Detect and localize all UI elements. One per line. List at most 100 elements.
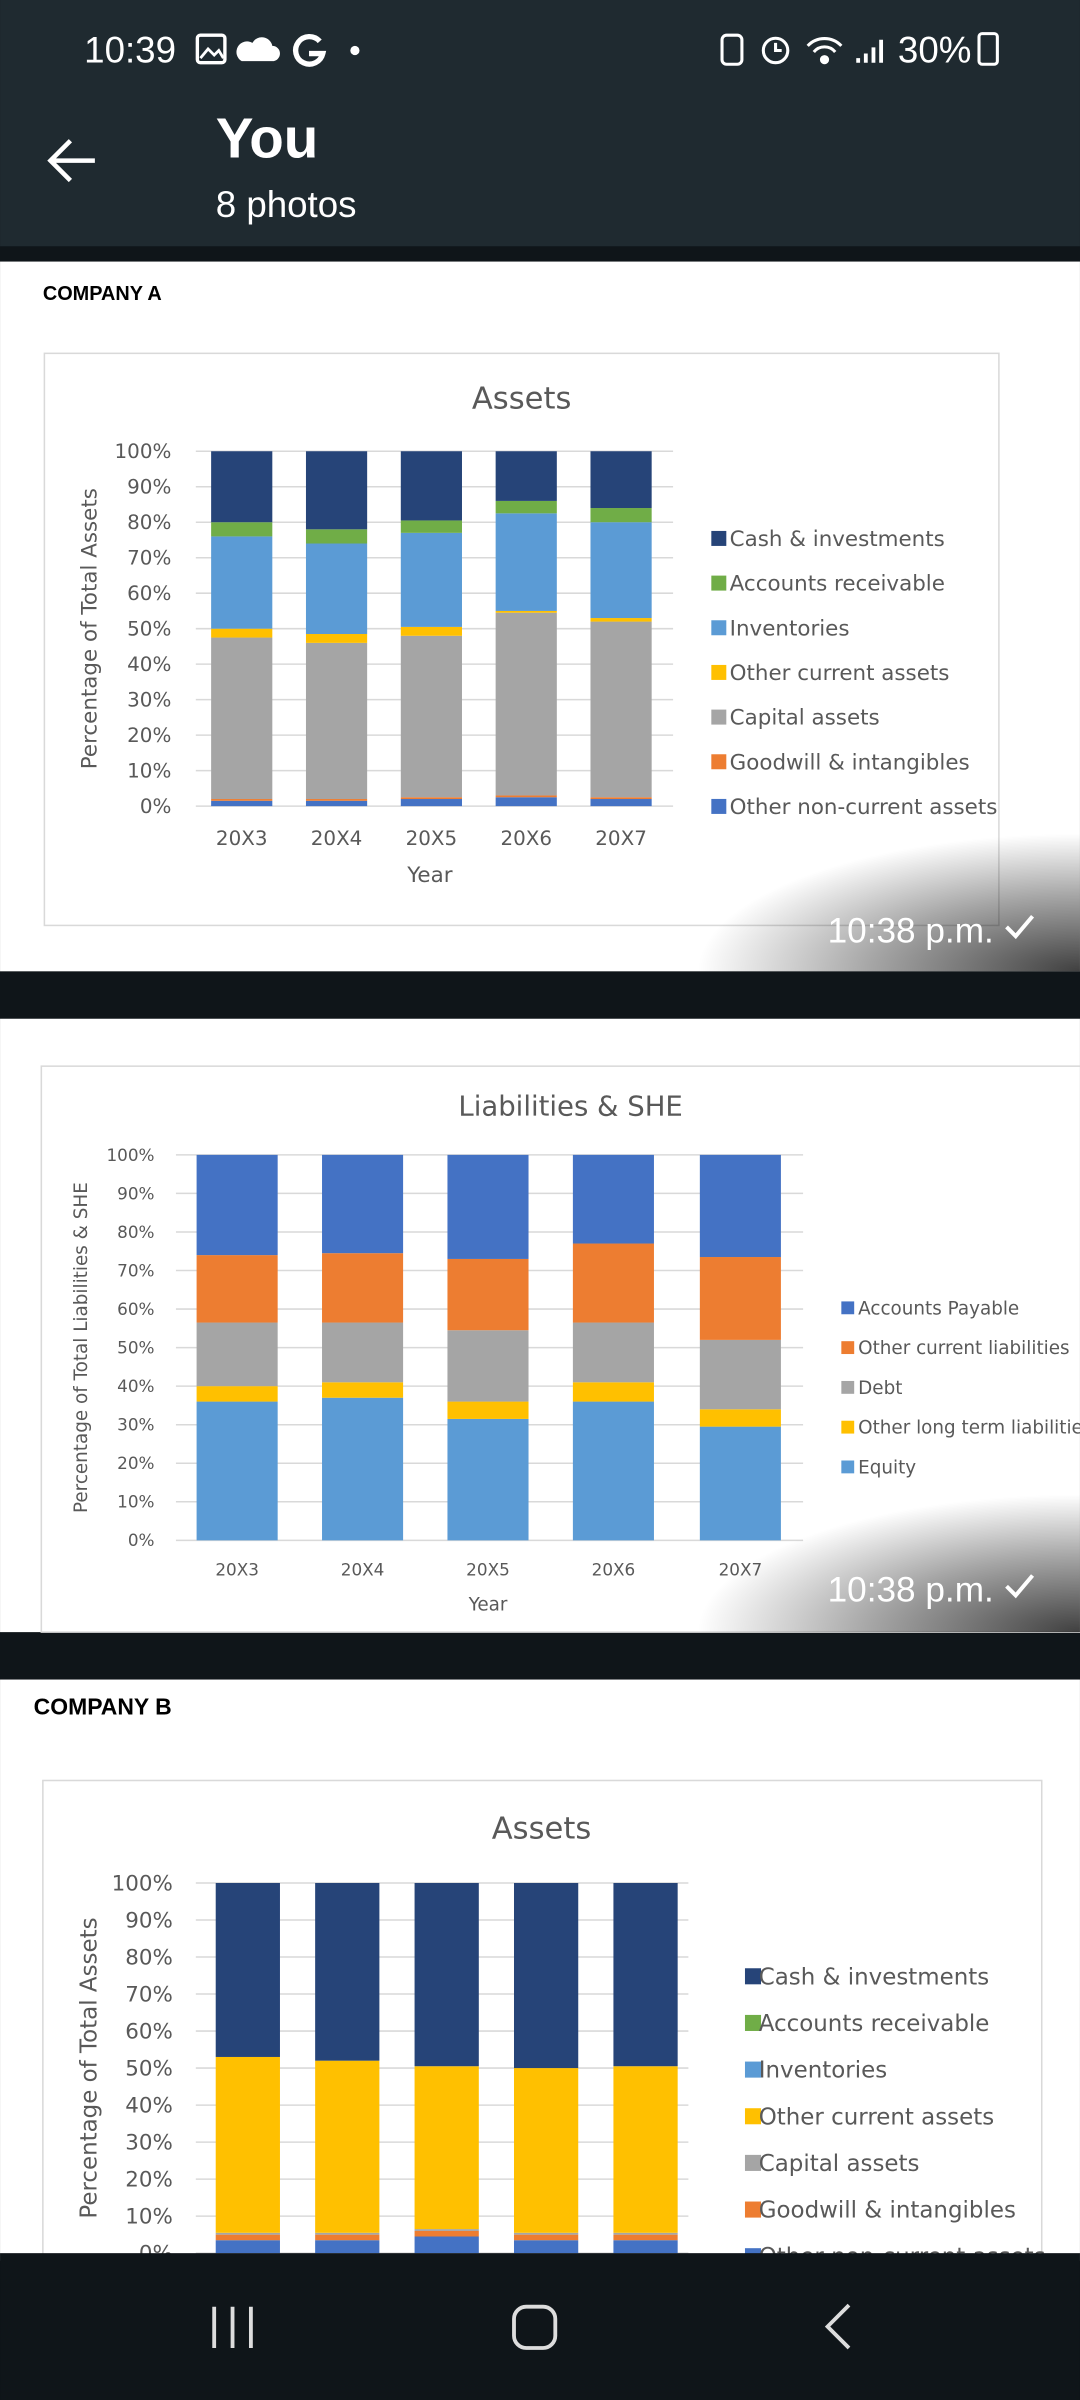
recents-button[interactable] [212, 2306, 253, 2348]
legend-label: Cash & investments [730, 527, 945, 552]
y-tick-label: 40% [117, 1376, 154, 1396]
y-tick-label: 100% [106, 1145, 154, 1165]
x-tick-label: 20X3 [216, 827, 268, 850]
chart-frame [40, 1065, 1080, 1633]
photo-label: COMPANY A [43, 283, 162, 305]
timestamp-shade [697, 833, 1080, 972]
bar-segment [495, 797, 557, 807]
y-tick-label: 80% [117, 1222, 154, 1242]
bar-segment [699, 1339, 781, 1410]
y-tick-label: 30% [117, 1415, 154, 1435]
bar-segment [495, 513, 557, 611]
legend-swatch [711, 798, 727, 814]
bar-segment [590, 451, 652, 509]
bar-segment [211, 536, 273, 629]
legend-label: Accounts Payable [858, 1298, 1019, 1319]
bar-segment [315, 2234, 380, 2241]
legend-swatch [744, 2014, 762, 2031]
legend-swatch [711, 664, 727, 680]
bar-segment [322, 1397, 404, 1541]
legend-swatch [711, 575, 727, 591]
y-tick-label: 30% [127, 689, 171, 712]
bar-segment [414, 2229, 479, 2231]
bar-segment [305, 634, 368, 643]
legend-swatch [744, 2108, 762, 2125]
bar-segment [305, 642, 368, 800]
legend-label: Other current liabilities [858, 1338, 1069, 1359]
legend-swatch [711, 754, 727, 770]
home-button[interactable] [512, 2304, 558, 2350]
legend-label: Other current assets [759, 2104, 994, 2130]
y-tick-label: 60% [117, 1299, 154, 1319]
photo-label: COMPANY B [34, 1694, 172, 1720]
y-tick-label: 60% [125, 2020, 173, 2045]
y-tick-label: 10% [125, 2205, 173, 2230]
y-tick-label: 10% [127, 760, 171, 783]
bar-segment [315, 1882, 380, 2061]
bar-segment [400, 626, 462, 636]
bar-segment [305, 799, 368, 801]
y-tick-label: 20% [117, 1453, 154, 1473]
bar-segment [400, 797, 462, 800]
bar-segment [572, 1382, 654, 1402]
y-tick-label: 10% [117, 1492, 154, 1512]
chart-title: Assets [472, 381, 572, 416]
x-tick-label: 20X6 [592, 1559, 636, 1579]
nav-bar [0, 2253, 1080, 2400]
y-tick-label: 20% [125, 2168, 173, 2193]
bar-segment [590, 799, 652, 807]
bar-segment [447, 1401, 529, 1419]
charts: Assets 0% 10% 20% 30% 40% 50% 60% 70% 80% 90% 100% P… [71, 381, 1080, 2270]
legend-swatch [841, 1301, 855, 1315]
bar-segment [699, 1257, 781, 1340]
bar-segment [495, 610, 557, 613]
bar-segment [305, 451, 368, 530]
back-nav-button[interactable] [824, 2303, 851, 2350]
y-axis-title: Percentage of Total Assets [76, 1917, 102, 2218]
legend-label: Inventories [730, 616, 850, 641]
bar-segment [572, 1154, 654, 1244]
bar-segment [613, 2066, 678, 2233]
x-tick-label: 20X7 [595, 827, 647, 850]
bar-segment [447, 1330, 529, 1402]
legend-swatch [744, 1968, 762, 1985]
bar-segment [211, 522, 273, 537]
legend-label: Accounts receivable [759, 2011, 990, 2037]
y-tick-label: 90% [127, 476, 171, 499]
back-button[interactable] [47, 139, 95, 183]
y-tick-label: 100% [112, 1871, 173, 1896]
legend-label: Inventories [759, 2058, 887, 2084]
bar-segment [699, 1409, 781, 1427]
bar-segment [322, 1253, 404, 1323]
y-axis-title: Percentage of Total Liabilities & SHE [71, 1182, 92, 1513]
bar-segment [196, 1154, 278, 1256]
x-tick-label: 20X5 [406, 827, 458, 850]
legend-label: Other long term liabilities [858, 1418, 1080, 1439]
bar-segment [590, 522, 652, 619]
bar-segment [215, 2240, 280, 2254]
bar-segment [414, 1882, 479, 2067]
bar-segment [215, 2234, 280, 2241]
legend-label: Goodwill & intangibles [759, 2198, 1016, 2224]
bar-segment [315, 2232, 380, 2235]
bar-segment [572, 1322, 654, 1383]
chart-title: Liabilities & SHE [458, 1091, 682, 1123]
bar-segment [322, 1322, 404, 1383]
y-tick-label: 80% [127, 511, 171, 534]
y-tick-label: 90% [117, 1183, 154, 1203]
bar-segment [196, 1322, 278, 1387]
bar-segment [196, 1386, 278, 1402]
y-tick-label: 20% [127, 724, 171, 747]
bar-segment [400, 532, 462, 627]
y-tick-label: 70% [125, 1983, 173, 2008]
bar-segment [414, 2066, 479, 2230]
x-tick-label: 20X6 [500, 827, 552, 850]
x-axis-title: Year [406, 863, 453, 888]
y-tick-label: 50% [125, 2057, 173, 2082]
bar-segment [400, 451, 462, 521]
legend-swatch [711, 530, 727, 546]
legend-label: Equity [858, 1457, 916, 1478]
legend-swatch [711, 709, 727, 725]
legend-label: Capital assets [730, 706, 880, 731]
legend-label: Other non-current assets [730, 795, 998, 820]
